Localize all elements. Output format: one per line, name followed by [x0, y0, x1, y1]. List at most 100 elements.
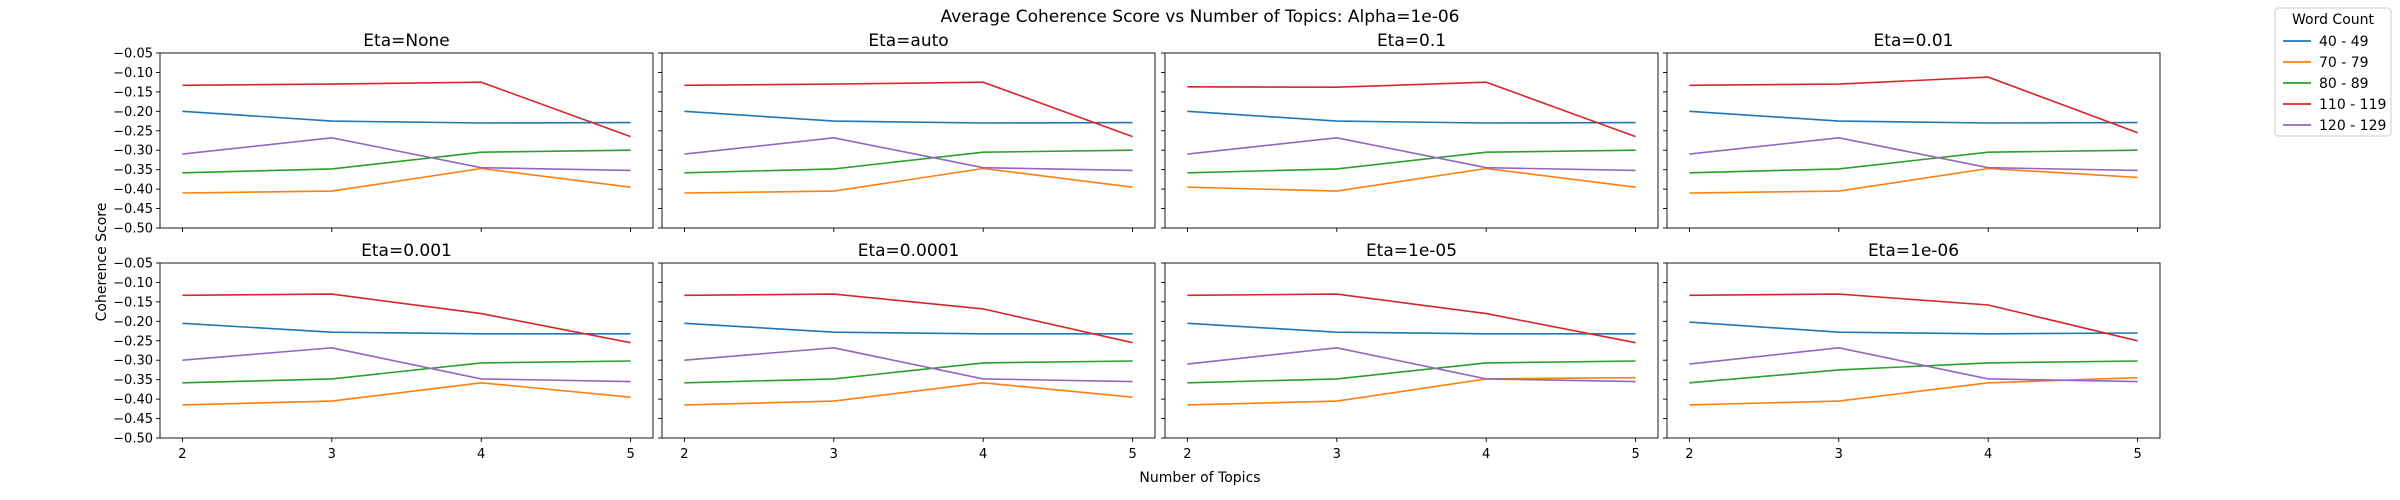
subplot: Eta=0.001 2 3 4 5 −0.05 −0.10 −0.15 −0.20 −0.25 −0…	[113, 241, 654, 462]
subplot: Eta=0.01	[1663, 31, 2161, 232]
series-line	[1689, 167, 2138, 194]
x-tick-label: 2	[1183, 447, 1191, 462]
y-tick-label: −0.30	[113, 144, 153, 159]
subplot-title: Eta=0.0001	[858, 241, 960, 261]
x-tick-label: 3	[1333, 447, 1341, 462]
y-tick-label: −0.25	[113, 334, 153, 349]
series-line	[1689, 321, 2138, 335]
series-line	[684, 293, 1133, 344]
y-tick-label: −0.40	[113, 393, 153, 408]
subplot-title: Eta=0.01	[1874, 31, 1954, 51]
plot-frame	[661, 262, 1156, 439]
series-line	[1689, 76, 2138, 134]
series-line	[1187, 293, 1636, 344]
y-tick-label: −0.45	[113, 412, 153, 427]
subplot-title: Eta=auto	[868, 31, 948, 51]
plot-frame	[1666, 52, 2161, 229]
series-line	[684, 167, 1133, 194]
x-tick-label: 3	[830, 447, 838, 462]
x-tick-label: 5	[2133, 447, 2141, 462]
x-tick-label: 2	[680, 447, 688, 462]
x-tick-label: 3	[328, 447, 336, 462]
x-tick-label: 4	[1482, 447, 1490, 462]
subplot-title: Eta=None	[363, 31, 449, 51]
series-line	[182, 110, 631, 124]
series-line	[182, 346, 631, 383]
series-line	[182, 167, 631, 194]
series-line	[1689, 293, 2138, 342]
series-line	[684, 149, 1133, 174]
series-line	[684, 322, 1133, 335]
series-line	[684, 346, 1133, 383]
x-tick-label: 5	[626, 447, 634, 462]
y-tick-label: −0.05	[113, 47, 153, 62]
subplot-title: Eta=1e-06	[1868, 241, 1959, 261]
plot-frame	[661, 52, 1156, 229]
y-tick-label: −0.20	[113, 105, 153, 120]
y-tick-label: −0.35	[113, 163, 153, 178]
subplot-grid: Eta=None −0.05 −0.10 −0.15 −0.20 −0.25 −0.30 −0…	[113, 31, 2161, 462]
y-tick-label: −0.45	[113, 202, 153, 217]
subplot: Eta=auto	[658, 31, 1156, 232]
series-line	[182, 136, 631, 172]
x-tick-label: 4	[979, 447, 987, 462]
series-line	[1187, 110, 1636, 124]
series-line	[684, 110, 1133, 124]
y-tick-label: −0.10	[113, 276, 153, 291]
legend-entry: 40 - 49	[2319, 34, 2369, 50]
y-tick-label: −0.30	[113, 354, 153, 369]
x-tick-label: 4	[477, 447, 485, 462]
y-tick-label: −0.15	[113, 295, 153, 310]
x-axis-label: Number of Topics	[1139, 470, 1260, 486]
plot-frame	[1666, 262, 2161, 439]
y-tick-label: −0.40	[113, 183, 153, 198]
plot-frame	[1164, 52, 1659, 229]
subplot: Eta=1e-05 2 3 4 5	[1161, 241, 1659, 462]
series-line	[182, 360, 631, 384]
y-tick-label: −0.05	[113, 257, 153, 272]
y-tick-label: −0.50	[113, 222, 153, 237]
series-line	[1187, 167, 1636, 192]
x-tick-label: 5	[1631, 447, 1639, 462]
series-line	[1689, 110, 2138, 124]
subplot-title: Eta=0.1	[1377, 31, 1446, 51]
series-line	[684, 136, 1133, 172]
y-tick-label: −0.35	[113, 373, 153, 388]
subplot: Eta=0.1	[1161, 31, 1659, 232]
legend: Word Count 40 - 49 70 - 79 80 - 89 110 - 11…	[2274, 7, 2392, 137]
x-tick-label: 5	[1128, 447, 1136, 462]
plot-frame	[159, 52, 654, 229]
x-tick-label: 3	[1835, 447, 1843, 462]
legend-title: Word Count	[2292, 12, 2375, 28]
x-tick-label: 2	[178, 447, 186, 462]
series-line	[1187, 346, 1636, 383]
plot-frame	[159, 262, 654, 439]
y-tick-label: −0.50	[113, 432, 153, 447]
x-tick-label: 2	[1685, 447, 1693, 462]
series-line	[1689, 346, 2138, 383]
series-line	[684, 360, 1133, 384]
y-tick-label: −0.20	[113, 315, 153, 330]
legend-entry: 80 - 89	[2319, 76, 2369, 92]
chart-title: Average Coherence Score vs Number of Top…	[941, 7, 1460, 27]
series-line	[1187, 149, 1636, 174]
series-line	[182, 149, 631, 174]
legend-entry: 120 - 129	[2319, 118, 2386, 134]
subplot-title: Eta=1e-05	[1366, 241, 1457, 261]
series-line	[182, 322, 631, 335]
legend-entry: 110 - 119	[2319, 97, 2386, 113]
series-line	[1689, 149, 2138, 174]
series-line	[182, 381, 631, 406]
series-line	[1187, 376, 1636, 406]
subplot: Eta=0.0001 2 3 4 5	[658, 241, 1156, 462]
series-line	[1689, 376, 2138, 406]
series-line	[1689, 136, 2138, 172]
series-line	[684, 381, 1133, 406]
series-line	[1187, 322, 1636, 335]
subplot-title: Eta=0.001	[361, 241, 452, 261]
series-line	[182, 293, 631, 344]
subplot: Eta=None −0.05 −0.10 −0.15 −0.20 −0.25 −0.30 −0…	[113, 31, 654, 237]
subplot: Eta=1e-06 2 3 4 5	[1663, 241, 2161, 462]
series-line	[1187, 360, 1636, 384]
